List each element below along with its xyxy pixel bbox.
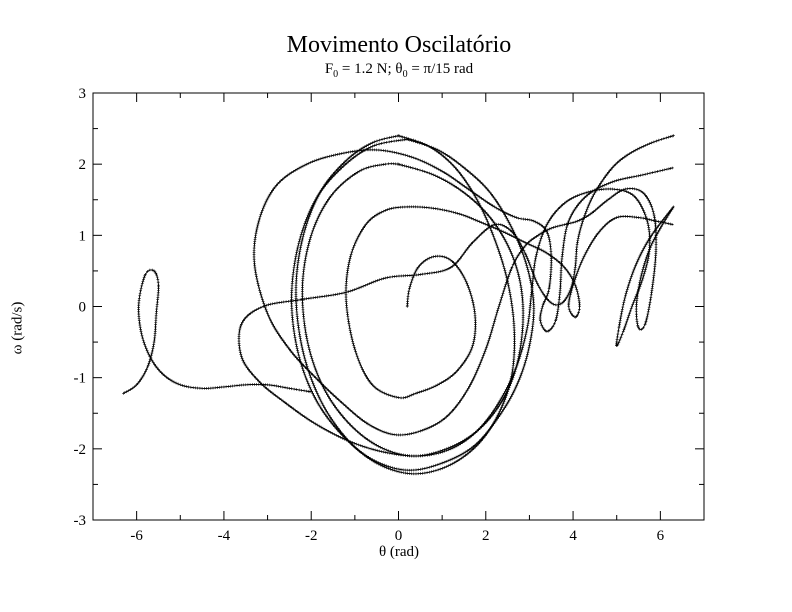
y-tick-label: 2	[79, 157, 87, 173]
x-tick-label: -6	[130, 528, 143, 544]
x-tick-label: 6	[657, 528, 665, 544]
trajectory-line	[123, 269, 312, 394]
subtitle-theta-subscript: 0	[402, 69, 408, 80]
chart-subtitle: F0 = 1.2 N; θ0 = π/15 rad	[0, 61, 792, 80]
chart-marks	[122, 134, 675, 476]
trajectory-series-7	[122, 268, 312, 395]
x-tick-label: -2	[305, 528, 318, 544]
trajectory-points	[122, 268, 312, 395]
y-tick-label: -3	[74, 513, 87, 529]
trajectory-series-1	[344, 205, 674, 400]
trajectory-series-5	[290, 137, 536, 472]
trajectory-line	[295, 135, 515, 475]
trajectory-series-6	[300, 162, 525, 458]
trajectory-points	[290, 137, 536, 472]
y-tick-label: -1	[74, 371, 87, 387]
x-tick-label: 0	[395, 528, 403, 544]
subtitle-theta-symbol: θ	[395, 61, 403, 77]
x-tick-label: 2	[482, 528, 490, 544]
y-axis: -3 -2 -1 0 1 2 3	[74, 86, 704, 529]
trajectory-series-3	[237, 134, 675, 458]
subtitle-theta-value: = π/15 rad	[407, 61, 474, 77]
y-axis-label: ω (rad/s)	[9, 301, 26, 355]
y-tick-label: -2	[74, 442, 87, 458]
subtitle-force-symbol: F	[324, 61, 334, 77]
x-tick-label: -4	[218, 528, 231, 544]
x-axis-label: θ (rad)	[378, 544, 420, 560]
trajectory-line	[301, 163, 524, 457]
y-tick-label: 1	[79, 228, 87, 244]
x-tick-label: 4	[569, 528, 577, 544]
trajectory-points	[300, 162, 525, 458]
x-axis: -6 -4 -2 0 2 4 6	[92, 93, 705, 544]
subtitle-force-value: = 1.2 N;	[338, 61, 396, 77]
trajectory-line	[291, 138, 535, 471]
subtitle-force-subscript: 0	[333, 69, 339, 80]
y-tick-label: 0	[79, 300, 87, 316]
chart-title: Movimento Oscilatório	[286, 32, 512, 58]
y-tick-label: 3	[79, 86, 87, 102]
